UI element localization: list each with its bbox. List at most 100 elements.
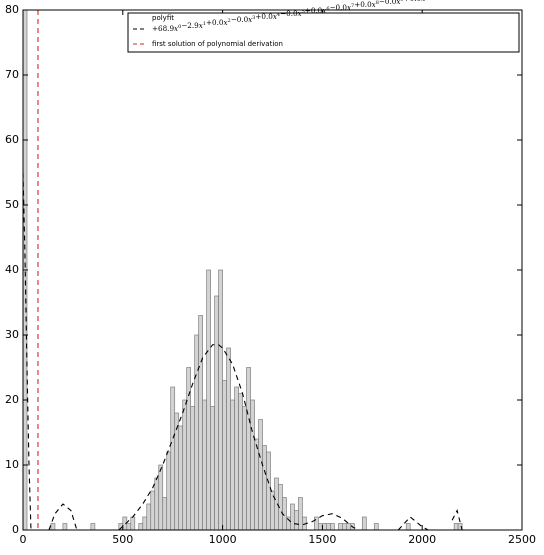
bar xyxy=(254,438,259,530)
bar xyxy=(230,399,235,530)
bar xyxy=(150,490,156,530)
term-var: x xyxy=(199,21,203,30)
bar xyxy=(126,523,132,530)
bar xyxy=(194,334,199,530)
bar xyxy=(457,523,463,530)
term-power: 5 xyxy=(302,9,305,15)
bar xyxy=(170,386,176,530)
term-power: 4 xyxy=(277,12,280,18)
term-power: 0 xyxy=(178,24,181,30)
legend-label: first solution of polynomial derivation xyxy=(152,40,283,48)
x-tick-label: 1000 xyxy=(209,533,237,546)
fit-line xyxy=(451,508,463,530)
bar xyxy=(158,464,164,530)
bar xyxy=(453,523,459,530)
term-coef: −0.0 xyxy=(330,3,348,12)
y-tick-label: 30 xyxy=(5,328,19,341)
bar xyxy=(361,516,367,530)
legend-equation: +68.9x0−2.9x1+0.0x2−0.0x3+0.0x4−0.0x5+0.… xyxy=(152,0,515,33)
bar xyxy=(330,523,335,530)
term-var: x xyxy=(421,0,425,3)
bar xyxy=(218,269,223,530)
y-tick-label: 20 xyxy=(5,393,19,406)
bar xyxy=(138,523,144,530)
bar xyxy=(222,380,227,530)
bar xyxy=(326,523,331,530)
term-coef: −0.0 xyxy=(379,0,397,6)
term-var: x xyxy=(322,6,326,15)
term-var: x xyxy=(372,0,376,9)
fit-line xyxy=(118,344,359,530)
frame xyxy=(22,9,523,531)
x-tick-label: 2500 xyxy=(508,533,536,546)
bar xyxy=(266,451,271,530)
bar xyxy=(342,523,347,530)
bar xyxy=(198,315,203,530)
term-coef: +0.0 xyxy=(354,0,372,9)
bar xyxy=(214,295,219,530)
bar xyxy=(405,523,411,530)
term-var: x xyxy=(298,9,302,18)
bar xyxy=(90,523,96,530)
term-coef: −0.0 xyxy=(280,9,298,18)
bar xyxy=(190,406,196,530)
bar xyxy=(162,497,168,530)
bar xyxy=(262,445,267,530)
bar xyxy=(146,503,152,530)
term-power: 9 xyxy=(400,0,403,3)
bar xyxy=(338,523,343,530)
bar xyxy=(238,393,243,530)
y-tick-label: 10 xyxy=(5,458,19,471)
term-var: x xyxy=(223,18,227,27)
x-tick-label: 1500 xyxy=(308,533,336,546)
term-var: x xyxy=(248,15,252,24)
term-var: x xyxy=(396,0,400,6)
bar xyxy=(206,269,211,530)
fit-line xyxy=(397,516,429,530)
bar xyxy=(178,425,184,530)
y-tick-label: 80 xyxy=(5,3,19,16)
bar xyxy=(322,523,327,530)
term-coef: −0.0 xyxy=(231,15,249,24)
bar xyxy=(62,523,68,530)
term-power: 1 xyxy=(203,21,206,27)
bar xyxy=(234,386,239,530)
bar xyxy=(246,367,251,530)
x-tick-label: 2000 xyxy=(408,533,436,546)
bar xyxy=(154,477,160,530)
bar xyxy=(242,406,247,530)
legend-label: polyfit xyxy=(152,14,174,22)
bar xyxy=(210,406,215,530)
term-coef: −2.9 xyxy=(181,21,199,30)
bar xyxy=(318,523,323,530)
bar xyxy=(166,451,172,530)
bar xyxy=(202,399,207,530)
bar xyxy=(314,516,319,530)
term-coef: +68.9 xyxy=(152,24,174,33)
term-power: 6 xyxy=(326,6,329,12)
y-tick-label: 40 xyxy=(5,263,19,276)
bar xyxy=(346,523,351,530)
x-tick-label: 0 xyxy=(20,533,27,546)
term-var: x xyxy=(273,12,277,21)
term-power: 8 xyxy=(376,0,379,6)
bar xyxy=(130,516,136,530)
legend: polyfit+68.9x0−2.9x1+0.0x2−0.0x3+0.0x4−0… xyxy=(127,0,520,53)
bar xyxy=(290,503,295,530)
bar xyxy=(174,412,180,530)
term-power: 3 xyxy=(252,15,255,21)
bar xyxy=(258,419,263,530)
bar xyxy=(373,523,379,530)
term-power: 2 xyxy=(228,18,231,24)
term-coef: +0.0 xyxy=(404,0,422,3)
y-tick-label: 60 xyxy=(5,133,19,146)
fit-line xyxy=(48,503,78,530)
legend-box xyxy=(127,12,520,53)
term-power: 7 xyxy=(351,3,354,9)
bar xyxy=(250,399,255,530)
term-coef: +0.0 xyxy=(305,6,323,15)
bar xyxy=(182,399,188,530)
fit-line xyxy=(23,172,32,530)
term-coef: +0.0 xyxy=(255,12,273,21)
